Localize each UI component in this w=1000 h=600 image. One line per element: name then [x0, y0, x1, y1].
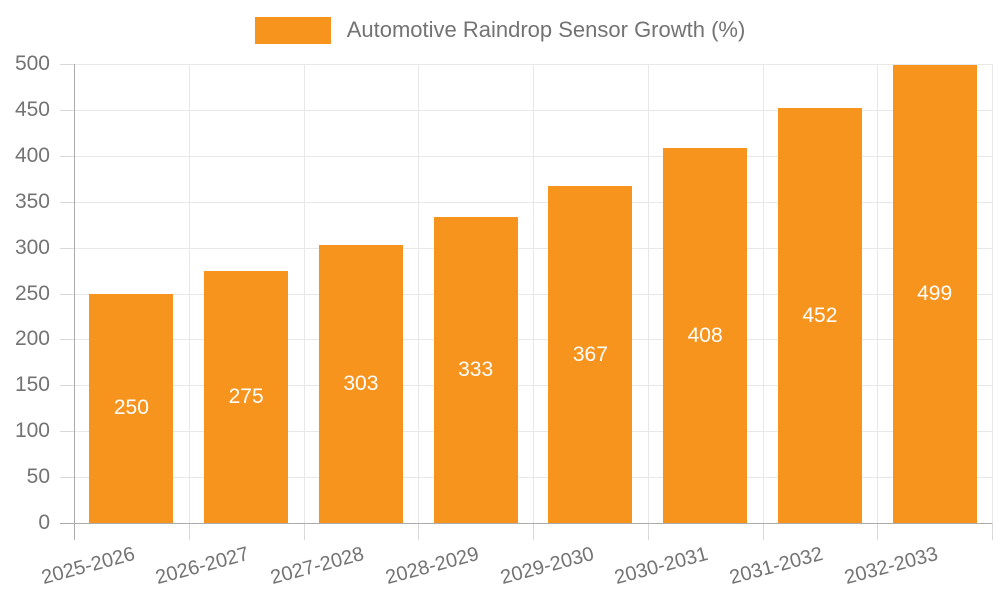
y-axis-tick-label: 50 — [26, 465, 50, 489]
y-axis-tick — [60, 339, 74, 341]
x-axis-line — [60, 523, 992, 524]
bar[interactable] — [663, 148, 748, 523]
x-axis-tick — [762, 523, 764, 540]
y-axis-tick — [60, 64, 74, 65]
y-axis-tick — [60, 109, 74, 111]
y-axis-tick — [60, 477, 74, 479]
bar[interactable] — [777, 108, 862, 523]
legend-label: Automotive Raindrop Sensor Growth (%) — [346, 17, 746, 42]
y-axis-tick — [60, 385, 74, 387]
y-axis-tick-label: 250 — [14, 281, 50, 305]
x-gridline — [418, 64, 420, 523]
bar-value-label: 367 — [572, 342, 608, 366]
x-axis-category-label: 2030-2031 — [612, 543, 711, 590]
x-gridline — [647, 64, 649, 523]
y-axis-tick — [60, 155, 74, 157]
x-gridline — [533, 64, 534, 523]
bar[interactable] — [548, 186, 633, 523]
x-axis-category-label: 2026-2027 — [153, 543, 252, 590]
y-axis-tick — [60, 431, 74, 433]
y-axis-line — [74, 64, 75, 523]
y-axis-tick-label: 450 — [14, 97, 50, 121]
bar[interactable] — [892, 64, 977, 523]
x-axis-category-label: 2025-2026 — [38, 543, 138, 590]
x-axis-category-label: 2031-2032 — [727, 543, 826, 590]
x-axis-category-label: 2027-2028 — [268, 543, 367, 590]
bar[interactable] — [89, 293, 174, 523]
bar-value-label: 275 — [228, 384, 264, 408]
bar-value-label: 250 — [113, 396, 149, 420]
x-axis-tick — [188, 523, 190, 540]
x-gridline — [188, 64, 190, 523]
x-axis-category-label: 2028-2029 — [383, 543, 482, 590]
x-axis-tick — [418, 523, 420, 540]
y-axis-tick-label: 0 — [38, 511, 50, 534]
y-axis-tick-label: 300 — [14, 235, 50, 259]
y-axis-tick-label: 200 — [14, 327, 50, 351]
x-axis-category-label: 2032-2033 — [842, 543, 941, 590]
y-axis-tick-label: 500 — [14, 52, 50, 75]
x-axis-tick — [647, 523, 649, 540]
y-axis-tick — [60, 247, 74, 249]
y-axis-tick — [60, 201, 74, 203]
x-axis-tick — [877, 523, 879, 540]
bar-value-label: 333 — [458, 358, 494, 382]
x-axis-tick — [992, 523, 993, 540]
bar-value-label: 499 — [917, 281, 953, 305]
x-axis-tick — [74, 523, 75, 540]
x-gridline — [303, 64, 305, 523]
bar-value-label: 452 — [802, 303, 838, 327]
y-axis-tick-label: 100 — [14, 419, 50, 443]
y-axis-tick-label: 350 — [14, 189, 50, 213]
legend-swatch-icon — [254, 16, 331, 44]
y-axis-tick — [60, 293, 74, 295]
bar-value-label: 303 — [343, 371, 379, 395]
bar[interactable] — [318, 244, 403, 523]
x-gridline — [992, 64, 993, 523]
y-axis-tick-label: 400 — [14, 143, 50, 167]
bar[interactable] — [433, 217, 518, 523]
y-axis-tick-label: 150 — [14, 373, 50, 397]
x-gridline — [762, 64, 764, 523]
x-axis-tick — [303, 523, 305, 540]
bar-value-label: 408 — [687, 323, 723, 347]
x-axis-tick — [533, 523, 534, 540]
bar[interactable] — [204, 270, 289, 523]
x-axis-category-label: 2029-2030 — [497, 543, 597, 590]
legend-item[interactable]: Automotive Raindrop Sensor Growth (%) — [0, 14, 1000, 46]
x-gridline — [877, 64, 879, 523]
